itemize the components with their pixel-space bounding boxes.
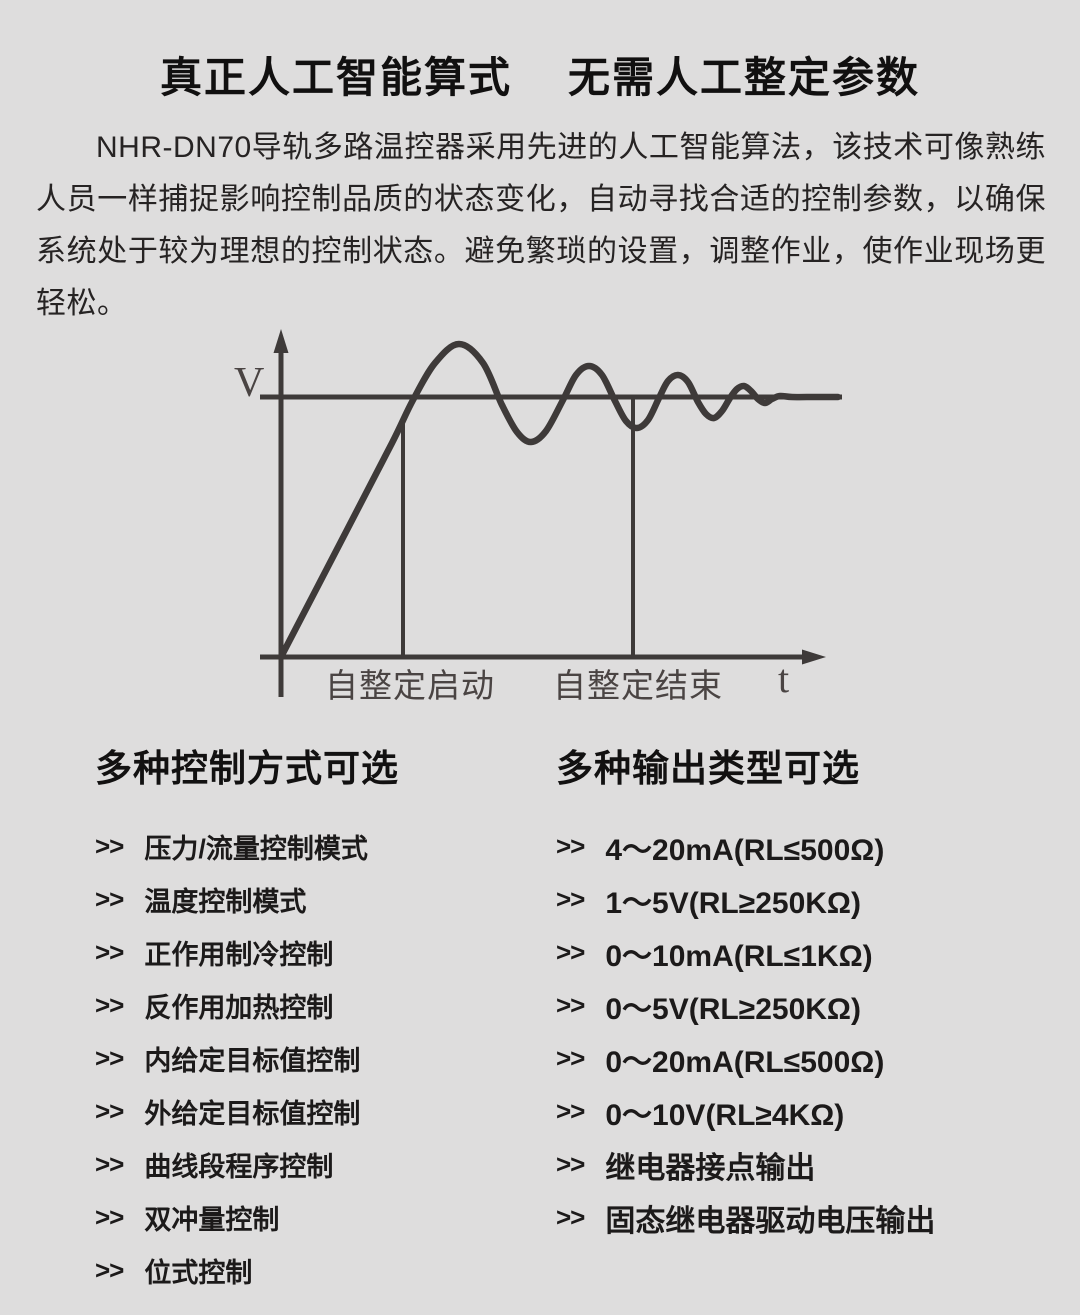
chevron-bullet: >> (95, 1149, 124, 1179)
page-title: 真正人工智能算式 无需人工整定参数 (0, 44, 1080, 105)
chevron-bullet: >> (556, 937, 585, 967)
chevron-bullet: >> (556, 831, 585, 861)
page-title-part1: 真正人工智能算式 (159, 54, 512, 101)
list-item-label: 1～5V(RL≥250KΩ) (605, 886, 861, 920)
chevron-bullet: >> (95, 1096, 124, 1126)
list-item-label: 反作用加热控制 (144, 993, 334, 1023)
output-types-heading: 多种输出类型可选 (556, 748, 860, 789)
output-types-section: 多种输出类型可选 >> 4～20mA(RL≤500Ω) >> 1～5V(RL≥250K… (556, 746, 1036, 1244)
list-item: >> 4～20mA(RL≤500Ω) (556, 820, 1036, 873)
list-item-label: 位式控制 (144, 1258, 253, 1288)
list-item: >> 反作用加热控制 (95, 979, 535, 1032)
annotation-autotune-end: 自整定结束 (553, 669, 723, 705)
list-item: >> 0～5V(RL≥250KΩ) (556, 979, 1036, 1032)
intro-paragraph: NHR-DN70导轨多路温控器采用先进的人工智能算法，该技术可像熟练人员一样捕捉… (36, 131, 1046, 320)
diagram-canvas (260, 329, 842, 697)
list-item-label: 正作用制冷控制 (144, 940, 334, 970)
list-item: >> 温度控制模式 (95, 873, 535, 926)
chevron-bullet: >> (95, 831, 124, 861)
list-item: >> 曲线段程序控制 (95, 1138, 535, 1191)
list-item: >> 0～20mA(RL≤500Ω) (556, 1032, 1036, 1085)
list-item: >> 外给定目标值控制 (95, 1085, 535, 1138)
list-item: >> 内给定目标值控制 (95, 1032, 535, 1085)
list-item-label: 继电器接点输出 (605, 1151, 816, 1185)
list-item-label: 外给定目标值控制 (144, 1099, 361, 1129)
control-modes-section: 多种控制方式可选 >> 压力/流量控制模式 >> 温度控制模式 >> 正作用制冷控制 >> 反… (95, 746, 535, 1297)
y-axis-arrow (273, 329, 289, 353)
chevron-bullet: >> (95, 1043, 124, 1073)
chevron-bullet: >> (556, 1149, 585, 1179)
list-item-label: 4～20mA(RL≤500Ω) (605, 833, 885, 867)
list-item-label: 温度控制模式 (144, 887, 307, 917)
list-item-label: 0～5V(RL≥250KΩ) (605, 992, 861, 1026)
list-item: >> 固态继电器驱动电压输出 (556, 1191, 1036, 1244)
response-curve (277, 340, 842, 661)
list-item: >> 位式控制 (95, 1244, 535, 1297)
list-item: >> 1～5V(RL≥250KΩ) (556, 873, 1036, 926)
list-item-label: 0～10V(RL≥4KΩ) (605, 1098, 845, 1132)
list-item: >> 0～10mA(RL≤1KΩ) (556, 926, 1036, 979)
list-item-label: 双冲量控制 (144, 1205, 280, 1235)
chevron-bullet: >> (95, 884, 124, 914)
chevron-bullet: >> (556, 1202, 585, 1232)
control-modes-heading: 多种控制方式可选 (95, 748, 399, 789)
list-item-label: 0～10mA(RL≤1KΩ) (605, 939, 873, 973)
chevron-bullet: >> (556, 1096, 585, 1126)
page-title-part2: 无需人工整定参数 (568, 54, 921, 101)
chevron-bullet: >> (95, 990, 124, 1020)
list-item-label: 内给定目标值控制 (144, 1046, 361, 1076)
annotation-autotune-start: 自整定启动 (325, 669, 495, 705)
list-item: >> 双冲量控制 (95, 1191, 535, 1244)
list-item-label: 曲线段程序控制 (144, 1152, 334, 1182)
list-item: >> 继电器接点输出 (556, 1138, 1036, 1191)
list-item: >> 正作用制冷控制 (95, 926, 535, 979)
y-axis-label: V (234, 360, 265, 406)
chevron-bullet: >> (556, 1043, 585, 1073)
x-axis-arrow (802, 649, 826, 665)
chevron-bullet: >> (95, 937, 124, 967)
chevron-bullet: >> (95, 1202, 124, 1232)
list-item-label: 固态继电器驱动电压输出 (605, 1204, 936, 1238)
control-modes-list: >> 压力/流量控制模式 >> 温度控制模式 >> 正作用制冷控制 >> 反作用加热控制 >> 内… (95, 820, 535, 1297)
list-item-label: 压力/流量控制模式 (144, 834, 368, 864)
chevron-bullet: >> (95, 1255, 124, 1285)
chevron-bullet: >> (556, 884, 585, 914)
list-item: >> 0～10V(RL≥4KΩ) (556, 1085, 1036, 1138)
autotune-diagram: V t 自整定启动 自整定结束 (230, 325, 850, 705)
output-types-list: >> 4～20mA(RL≤500Ω) >> 1～5V(RL≥250KΩ) >> 0～10m… (556, 820, 1036, 1244)
chevron-bullet: >> (556, 990, 585, 1020)
list-item-label: 0～20mA(RL≤500Ω) (605, 1045, 885, 1079)
x-axis-label: t (778, 656, 790, 701)
list-item: >> 压力/流量控制模式 (95, 820, 535, 873)
